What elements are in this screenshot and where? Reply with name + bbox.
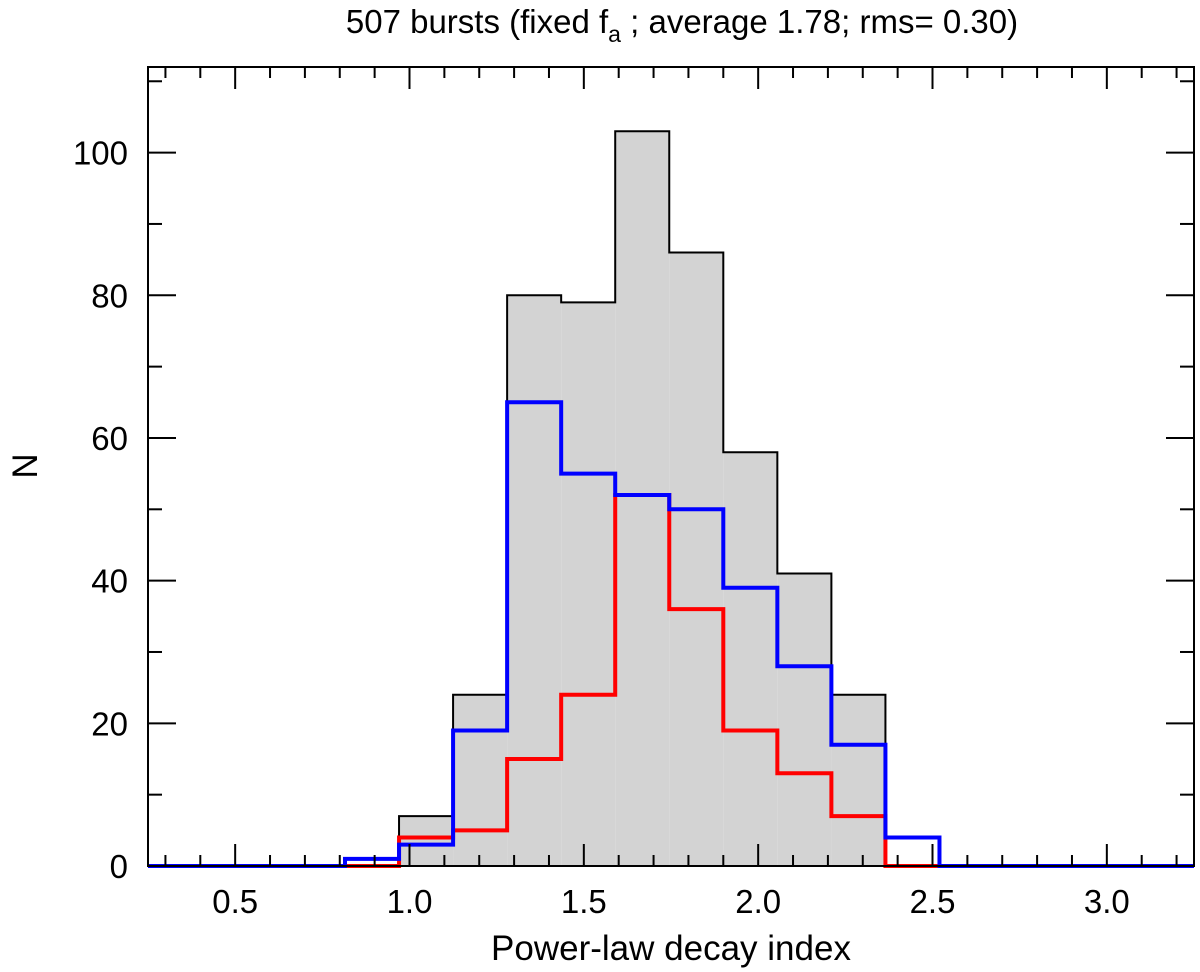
- histogram-bar-9: [831, 694, 886, 866]
- y-tick-label: 0: [110, 848, 128, 885]
- histogram-step-lines: [148, 130, 1194, 868]
- histogram-bar-4: [561, 302, 616, 866]
- x-tick-label: 0.5: [212, 883, 258, 920]
- chart-title-prefix: 507 bursts (fixed f: [346, 3, 609, 40]
- histogram-bar-8: [777, 573, 832, 866]
- histogram-bars: [399, 131, 886, 867]
- x-axis-label: Power-law decay index: [491, 929, 851, 968]
- axis-ticks: [148, 67, 1194, 867]
- histogram-bar-3: [507, 295, 562, 866]
- histogram-bar-5: [615, 131, 670, 867]
- tick-labels: 0.5 1.0 1.5 2.0 2.5 3.0 0 20 40 60 80 100: [73, 135, 1130, 920]
- y-tick-label: 60: [91, 420, 128, 457]
- chart-title: 507 bursts (fixed fa ; average 1.78; rms…: [346, 3, 1018, 47]
- y-tick-label: 40: [91, 563, 128, 600]
- x-tick-label: 1.0: [387, 883, 433, 920]
- y-tick-label: 80: [91, 277, 128, 314]
- x-tick-label: 2.0: [735, 883, 781, 920]
- y-axis-label: N: [6, 453, 45, 478]
- x-tick-label: 2.5: [910, 883, 956, 920]
- chart-title-subscript: a: [608, 21, 621, 47]
- histogram-bar-2: [453, 694, 508, 866]
- histogram-bar-6: [669, 252, 724, 866]
- y-tick-label: 100: [73, 135, 128, 172]
- series-line-blue-subset: [148, 400, 1194, 868]
- plot-frame: [147, 66, 1195, 867]
- chart-title-suffix: ; average 1.78; rms= 0.30): [621, 3, 1018, 40]
- x-tick-label: 3.0: [1084, 883, 1130, 920]
- histogram-bar-7: [723, 452, 778, 866]
- y-tick-label: 20: [91, 705, 128, 742]
- x-tick-label: 1.5: [561, 883, 607, 920]
